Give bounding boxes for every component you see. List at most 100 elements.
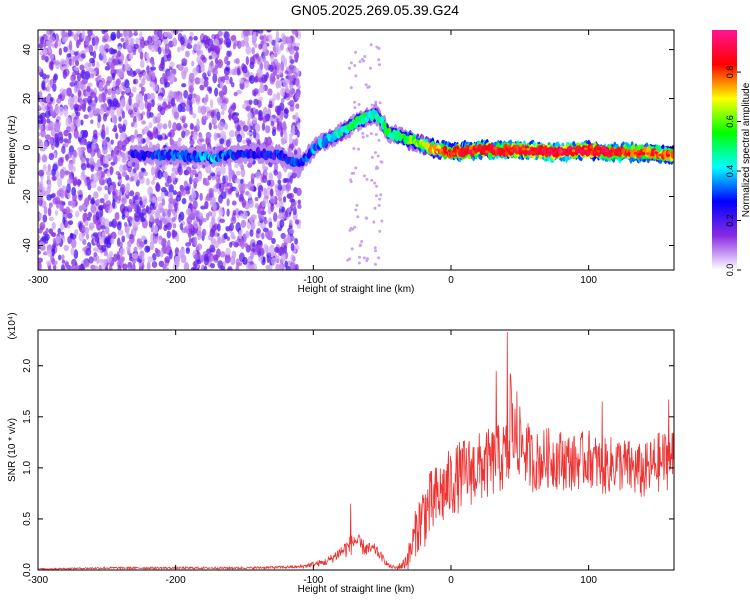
noise-mark bbox=[100, 225, 106, 230]
noise-mark bbox=[104, 237, 110, 244]
noise-mark bbox=[377, 203, 381, 207]
noise-mark bbox=[190, 267, 196, 270]
noise-mark bbox=[41, 54, 46, 61]
ridge-peak-mark bbox=[666, 154, 671, 157]
noise-mark bbox=[88, 157, 94, 164]
noise-mark bbox=[154, 209, 161, 220]
noise-mark bbox=[93, 129, 98, 137]
noise-mark bbox=[276, 171, 282, 180]
noise-mark bbox=[275, 39, 279, 49]
noise-mark bbox=[240, 167, 246, 178]
noise-mark bbox=[146, 73, 151, 82]
noise-mark bbox=[262, 161, 266, 172]
noise-mark bbox=[121, 110, 126, 119]
noise-mark bbox=[104, 226, 110, 235]
noise-mark bbox=[145, 205, 150, 213]
noise-mark bbox=[67, 30, 72, 37]
noise-mark bbox=[115, 132, 119, 140]
noise-mark bbox=[374, 151, 378, 155]
noise-mark bbox=[117, 46, 122, 51]
noise-mark bbox=[117, 229, 124, 236]
noise-mark bbox=[105, 126, 109, 136]
x-tick-label: 100 bbox=[580, 275, 597, 286]
noise-mark bbox=[261, 232, 265, 240]
noise-mark bbox=[160, 238, 167, 247]
ridge-peak-mark bbox=[662, 152, 667, 156]
noise-mark bbox=[245, 45, 252, 55]
noise-mark bbox=[204, 201, 209, 210]
noise-mark bbox=[227, 188, 232, 195]
noise-mark bbox=[295, 103, 300, 110]
noise-mark bbox=[156, 134, 163, 140]
noise-mark bbox=[126, 136, 132, 142]
ridge-peak-mark bbox=[588, 148, 592, 152]
noise-mark bbox=[45, 260, 52, 266]
noise-mark bbox=[278, 212, 283, 218]
noise-mark bbox=[39, 180, 44, 191]
noise-mark bbox=[296, 122, 301, 130]
noise-mark bbox=[297, 199, 301, 205]
noise-mark bbox=[64, 261, 69, 268]
noise-mark bbox=[39, 212, 43, 219]
noise-mark bbox=[220, 265, 226, 270]
noise-mark bbox=[170, 97, 176, 107]
noise-mark bbox=[271, 237, 276, 244]
spectrogram-frame bbox=[37, 29, 675, 271]
noise-mark bbox=[38, 228, 43, 234]
noise-mark bbox=[188, 237, 192, 245]
noise-mark bbox=[256, 240, 263, 245]
noise-mark bbox=[164, 43, 170, 54]
noise-mark bbox=[72, 177, 78, 187]
noise-mark bbox=[124, 79, 130, 89]
noise-mark bbox=[378, 101, 382, 105]
noise-mark bbox=[102, 38, 108, 43]
noise-mark bbox=[132, 51, 137, 56]
noise-mark bbox=[247, 111, 253, 120]
noise-mark bbox=[353, 63, 357, 67]
noise-mark bbox=[57, 39, 62, 47]
noise-mark bbox=[46, 249, 52, 257]
noise-mark bbox=[277, 196, 283, 201]
noise-mark bbox=[153, 224, 159, 235]
noise-mark bbox=[193, 131, 199, 138]
noise-mark bbox=[285, 182, 292, 192]
noise-mark bbox=[252, 116, 258, 124]
noise-mark bbox=[262, 55, 267, 63]
noise-mark bbox=[280, 130, 284, 138]
noise-mark bbox=[175, 122, 182, 131]
noise-mark bbox=[235, 58, 240, 65]
noise-mark bbox=[44, 55, 49, 63]
noise-mark bbox=[172, 190, 178, 196]
noise-mark bbox=[168, 119, 172, 129]
noise-mark bbox=[80, 162, 87, 171]
noise-mark bbox=[225, 247, 231, 256]
noise-mark bbox=[74, 59, 80, 67]
noise-mark bbox=[369, 132, 373, 136]
noise-mark bbox=[215, 166, 221, 176]
noise-mark bbox=[88, 67, 95, 73]
noise-mark bbox=[252, 129, 257, 139]
colorbar: 0.0 0.2 0.4 0.6 0.8 Normalized spectral ampl… bbox=[712, 30, 750, 276]
noise-mark bbox=[350, 247, 354, 251]
noise-mark bbox=[55, 137, 60, 146]
noise-mark bbox=[155, 181, 160, 191]
noise-mark bbox=[192, 177, 199, 184]
noise-mark bbox=[168, 249, 173, 260]
noise-mark bbox=[186, 42, 191, 48]
noise-mark bbox=[276, 121, 283, 130]
noise-mark bbox=[241, 63, 246, 71]
noise-mark bbox=[219, 138, 225, 145]
noise-mark bbox=[58, 47, 62, 56]
noise-mark bbox=[282, 121, 287, 131]
noise-mark bbox=[102, 163, 109, 168]
noise-mark bbox=[280, 232, 286, 239]
noise-mark bbox=[292, 201, 297, 208]
noise-mark bbox=[132, 253, 139, 259]
noise-mark bbox=[146, 65, 150, 75]
noise-mark bbox=[269, 64, 274, 72]
noise-mark bbox=[119, 33, 123, 38]
noise-mark bbox=[167, 208, 171, 218]
noise-mark bbox=[185, 207, 192, 216]
noise-mark bbox=[61, 145, 66, 154]
